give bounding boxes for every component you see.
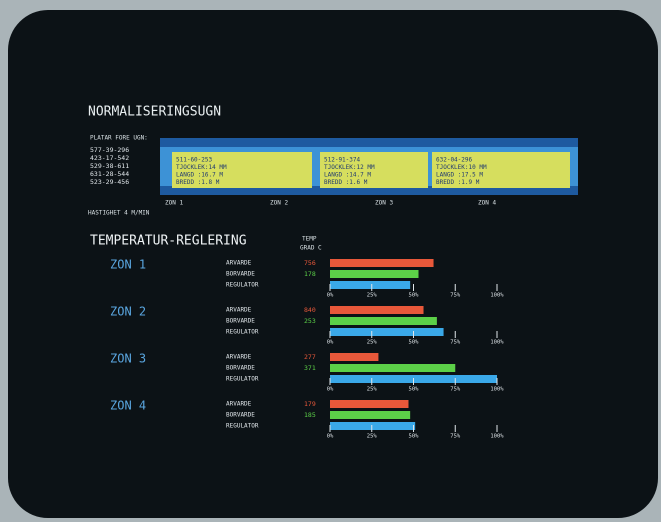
bar [330, 353, 378, 361]
slab-info: 632-04-296 [436, 157, 473, 164]
reading: 178 [304, 270, 316, 278]
plate-id: 529-38-611 [90, 162, 129, 170]
row-label: BORVARDE [226, 318, 255, 325]
row-label: ARVARDE [226, 307, 252, 314]
slab-info: 511-60-253 [176, 157, 213, 164]
bar [330, 411, 410, 419]
reading: 185 [304, 411, 316, 419]
bar [330, 270, 419, 278]
row-label: ARVARDE [226, 401, 252, 408]
slab-info: BREDD :1.9 M [436, 179, 480, 186]
zone-name: ZON 2 [110, 305, 146, 319]
tick-label: 75% [450, 293, 461, 299]
reading: 756 [304, 259, 316, 267]
row-label: REGULATOR [226, 282, 259, 289]
row-label: BORVARDE [226, 271, 255, 278]
slab-info: LANGD :14.7 M [324, 172, 371, 179]
slab-info: LANGD :16.7 M [176, 172, 223, 179]
bar [330, 364, 455, 372]
row-label: ARVARDE [226, 260, 252, 267]
tick-label: 75% [450, 434, 461, 440]
reading: 179 [304, 400, 316, 408]
slab-info: TJOCKLEK:12 MM [324, 164, 375, 171]
tick-label: 100% [490, 340, 504, 346]
reading: 840 [304, 306, 316, 314]
tick-label: 25% [367, 340, 378, 346]
row-label: ARVARDE [226, 354, 252, 361]
tick-label: 25% [367, 434, 378, 440]
zone-name: ZON 4 [110, 399, 146, 413]
bar [330, 259, 434, 267]
slab-info: BREDD :1.6 M [324, 179, 368, 186]
row-label: REGULATOR [226, 423, 259, 430]
row-label: BORVARDE [226, 365, 255, 372]
zone-label: ZON 3 [375, 200, 393, 207]
zone-label: ZON 2 [270, 200, 288, 207]
plate-id: 577-39-296 [90, 146, 129, 154]
tick-label: 75% [450, 340, 461, 346]
bar [330, 328, 444, 336]
row-label: REGULATOR [226, 376, 259, 383]
queue-label: PLATAR FORE UGN: [90, 135, 148, 142]
reading: 253 [304, 317, 316, 325]
row-label: REGULATOR [226, 329, 259, 336]
zone-label: ZON 4 [478, 200, 496, 207]
unit-label: TEMP [302, 236, 317, 243]
reading: 371 [304, 364, 316, 372]
bar [330, 281, 410, 289]
tick-label: 0% [327, 434, 334, 440]
tick-label: 50% [409, 387, 420, 393]
title: NORMALISERINGSUGN [88, 105, 221, 120]
tick-label: 75% [450, 387, 461, 393]
tick-label: 25% [367, 293, 378, 299]
reading: 277 [304, 353, 316, 361]
plate-id: 523-29-456 [90, 178, 129, 186]
tick-label: 25% [367, 387, 378, 393]
tick-label: 0% [327, 293, 334, 299]
screen: NORMALISERINGSUGN PLATAR FORE UGN: TEMPE… [0, 0, 661, 522]
slab-info: TJOCKLEK:14 MM [176, 164, 227, 171]
page: NORMALISERINGSUGN PLATAR FORE UGN: TEMPE… [0, 0, 661, 522]
tick-label: 0% [327, 387, 334, 393]
zone-label: ZON 1 [165, 200, 183, 207]
tick-label: 0% [327, 340, 334, 346]
tick-label: 100% [490, 387, 504, 393]
speed: HASTIGHET 4 M/MIN [88, 210, 150, 217]
zone-name: ZON 3 [110, 352, 146, 366]
tick-label: 50% [409, 340, 420, 346]
slab-info: LANGD :17.5 M [436, 172, 483, 179]
tick-label: 100% [490, 434, 504, 440]
temp-title: TEMPERATUR-REGLERING [90, 234, 247, 249]
tick-label: 100% [490, 293, 504, 299]
unit-label: GRAD C [300, 245, 322, 252]
bar [330, 317, 437, 325]
plate-id: 631-28-544 [90, 170, 129, 178]
zone-name: ZON 1 [110, 258, 146, 272]
tick-label: 50% [409, 293, 420, 299]
row-label: BORVARDE [226, 412, 255, 419]
plate-id: 423-17-542 [90, 154, 129, 162]
slab-info: TJOCKLEK:10 MM [436, 164, 487, 171]
bar [330, 400, 408, 408]
tick-label: 50% [409, 434, 420, 440]
slab-info: 512-91-374 [324, 157, 361, 164]
bar [330, 306, 424, 314]
slab-info: BREDD :1.8 M [176, 179, 220, 186]
bar [330, 422, 415, 430]
